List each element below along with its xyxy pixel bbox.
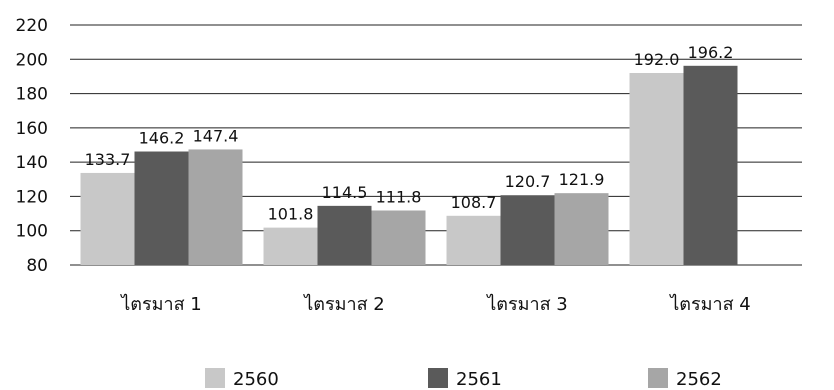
data-labels: 133.7 146.2 147.4 101.8 114.5 111.8 108.7 120.7… <box>85 43 734 224</box>
bar <box>134 151 189 265</box>
category-labels: ไตรมาส 1 ไตรมาส 2 ไตรมาส 3 ไตรมาส 4 <box>119 293 751 315</box>
y-tick-label: 180 <box>16 85 48 105</box>
legend-swatch <box>428 368 448 388</box>
legend: 2560 2561 2562 <box>205 368 722 390</box>
data-label: 108.7 <box>451 193 497 212</box>
data-label: 192.0 <box>634 50 680 69</box>
bar <box>317 205 372 265</box>
bar <box>80 172 135 265</box>
bar <box>554 193 609 265</box>
y-tick-label: 200 <box>16 50 48 70</box>
category-label: ไตรมาส 4 <box>668 293 751 315</box>
data-label: 133.7 <box>85 150 131 169</box>
legend-label: 2560 <box>233 369 279 390</box>
bar <box>188 149 243 265</box>
data-label: 121.9 <box>559 170 605 189</box>
y-tick-label: 80 <box>26 256 48 276</box>
data-label: 196.2 <box>688 43 734 62</box>
bar <box>446 215 501 265</box>
data-label: 120.7 <box>505 172 551 191</box>
legend-label: 2562 <box>676 369 722 390</box>
y-axis-ticks: 80 100 120 140 160 180 200 220 <box>16 16 48 276</box>
bar <box>683 65 738 265</box>
data-label: 146.2 <box>139 129 185 148</box>
y-tick-label: 160 <box>16 119 48 139</box>
category-label: ไตรมาส 3 <box>485 293 568 315</box>
legend-swatch <box>648 368 668 388</box>
legend-label: 2561 <box>456 369 502 390</box>
y-tick-label: 220 <box>16 16 48 36</box>
category-label: ไตรมาส 2 <box>302 293 385 315</box>
y-tick-label: 120 <box>16 187 48 207</box>
bar <box>629 73 684 265</box>
bars <box>80 65 738 265</box>
category-label: ไตรมาส 1 <box>119 293 202 315</box>
y-tick-label: 100 <box>16 222 48 242</box>
bar <box>500 195 555 265</box>
bar <box>371 210 426 265</box>
data-label: 101.8 <box>268 205 314 224</box>
data-label: 111.8 <box>376 187 422 206</box>
data-label: 114.5 <box>322 183 368 202</box>
data-label: 147.4 <box>193 126 239 145</box>
bar <box>263 227 318 265</box>
y-tick-label: 140 <box>16 153 48 173</box>
legend-swatch <box>205 368 225 388</box>
